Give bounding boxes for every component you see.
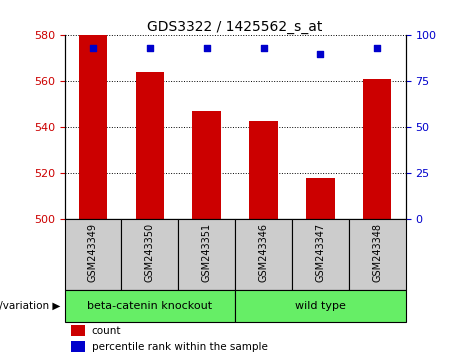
Bar — [136, 72, 164, 219]
Point — [373, 45, 381, 51]
Text: GSM243347: GSM243347 — [315, 223, 325, 282]
Text: genotype/variation ▶: genotype/variation ▶ — [0, 301, 60, 311]
Bar — [71, 341, 85, 353]
Text: GSM243349: GSM243349 — [88, 223, 98, 282]
Bar — [235, 219, 292, 290]
Bar — [65, 219, 121, 290]
Text: GSM243351: GSM243351 — [201, 223, 212, 282]
Text: GSM243350: GSM243350 — [145, 223, 155, 282]
Bar — [306, 178, 335, 219]
Point — [260, 45, 267, 51]
Point — [146, 45, 154, 51]
Bar — [249, 120, 278, 219]
Text: GSM243348: GSM243348 — [372, 223, 382, 282]
Bar — [65, 290, 235, 322]
Bar — [71, 325, 85, 336]
Text: beta-catenin knockout: beta-catenin knockout — [87, 301, 213, 311]
Bar — [292, 219, 349, 290]
Bar — [193, 112, 221, 219]
Bar — [235, 290, 406, 322]
Bar — [363, 79, 391, 219]
Text: percentile rank within the sample: percentile rank within the sample — [92, 342, 268, 352]
Point — [203, 45, 210, 51]
Title: GDS3322 / 1425562_s_at: GDS3322 / 1425562_s_at — [148, 21, 323, 34]
Point — [317, 51, 324, 57]
Bar — [79, 35, 107, 219]
Text: wild type: wild type — [295, 301, 346, 311]
Point — [89, 45, 97, 51]
Text: count: count — [92, 326, 121, 336]
Bar — [121, 219, 178, 290]
Text: GSM243346: GSM243346 — [259, 223, 269, 282]
Bar — [349, 219, 406, 290]
Bar — [178, 219, 235, 290]
